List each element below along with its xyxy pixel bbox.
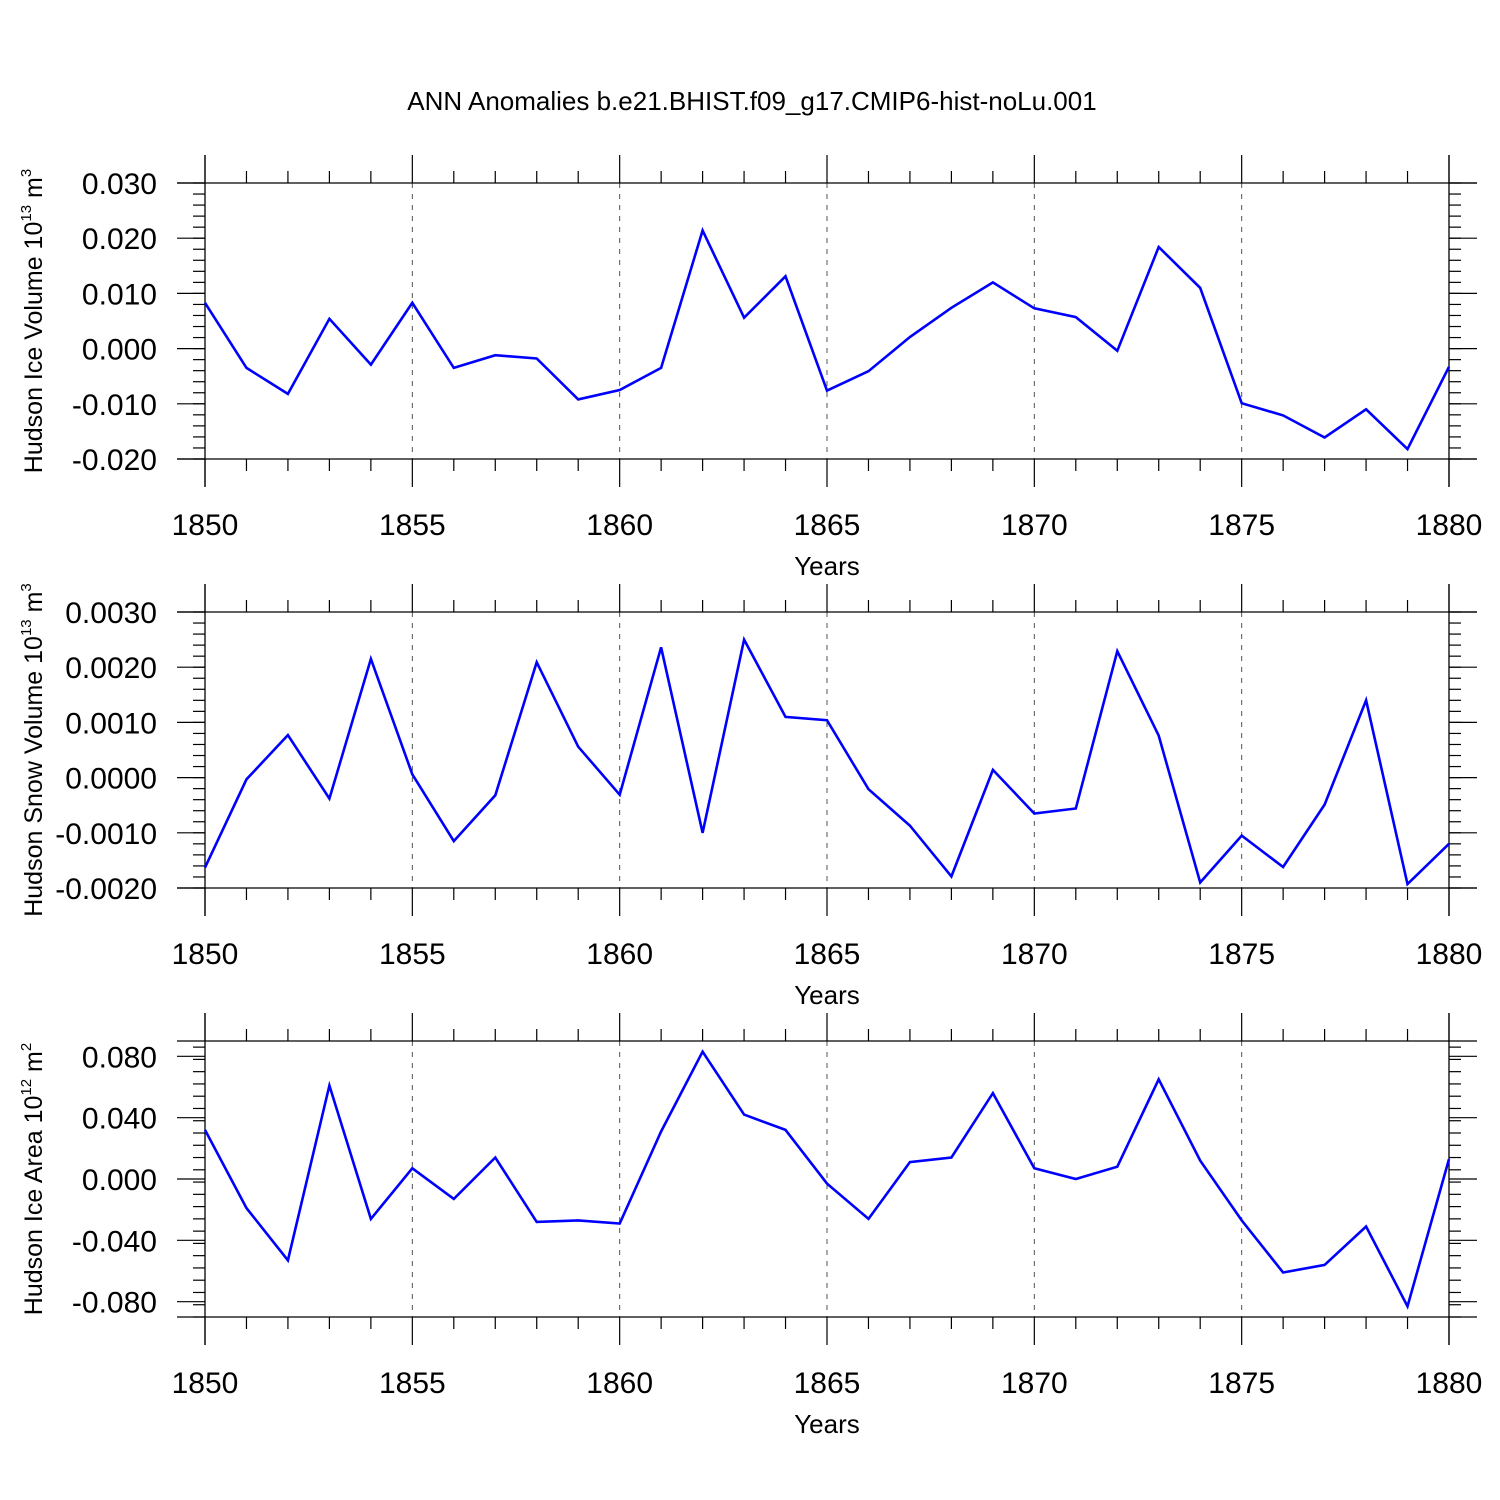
y-tick-label: 0.0000 (65, 763, 157, 796)
x-tick-label: 1860 (586, 509, 653, 542)
x-axis-label: Years (794, 980, 860, 1010)
x-tick-label: 1855 (379, 509, 446, 542)
panel-3: -0.080 -0.040 0.000 0.040 0.080 1850 1855 1860 1… (18, 1013, 1482, 1439)
x-tick-label: 1865 (794, 1367, 861, 1400)
y-tick-label: 0.000 (82, 334, 157, 367)
x-tick-label: 1875 (1208, 509, 1275, 542)
y-axis-label: Hudson Snow Volume 1013 m3 (18, 583, 48, 917)
x-tick-label: 1865 (794, 938, 861, 971)
x-tick-label: 1855 (379, 938, 446, 971)
y-tick-label: -0.0020 (55, 873, 157, 906)
x-tick-label: 1850 (172, 509, 239, 542)
x-tick-label: 1865 (794, 509, 861, 542)
x-tick-label: 1855 (379, 1367, 446, 1400)
y-tick-label: 0.0030 (65, 597, 157, 630)
x-tick-label: 1850 (172, 1367, 239, 1400)
y-axis-label: Hudson Ice Area 1012 m2 (18, 1043, 48, 1315)
y-axis-label: Hudson Ice Volume 1013 m3 (18, 169, 48, 473)
y-tick-label: 0.0020 (65, 652, 157, 685)
x-tick-label: 1870 (1001, 938, 1068, 971)
y-tick-label: 0.010 (82, 278, 157, 311)
x-tick-label: 1850 (172, 938, 239, 971)
y-tick-label: 0.000 (82, 1164, 157, 1197)
y-tick-label: 0.030 (82, 168, 157, 201)
y-tick-label: -0.010 (72, 389, 157, 422)
chart-title: ANN Anomalies b.e21.BHIST.f09_g17.CMIP6-… (407, 86, 1096, 116)
x-axis-label: Years (794, 1409, 860, 1439)
x-tick-label: 1880 (1416, 509, 1483, 542)
y-tick-label: -0.080 (72, 1287, 157, 1320)
x-tick-label: 1880 (1416, 1367, 1483, 1400)
y-tick-label: -0.020 (72, 444, 157, 477)
series-line (203, 226, 1451, 452)
panel-1: -0.020 -0.010 0.000 0.010 0.020 0.030 1850 1855… (18, 155, 1482, 581)
y-tick-label: 0.040 (82, 1103, 157, 1136)
y-tick-label: 0.020 (82, 223, 157, 256)
panel-2: -0.0020 -0.0010 0.0000 0.0010 0.0020 0.0030 18… (18, 583, 1482, 1010)
x-tick-label: 1880 (1416, 938, 1483, 971)
x-tick-label: 1875 (1208, 1367, 1275, 1400)
x-tick-label: 1875 (1208, 938, 1275, 971)
y-tick-label: -0.040 (72, 1225, 157, 1258)
x-tick-label: 1870 (1001, 509, 1068, 542)
x-tick-label: 1860 (586, 1367, 653, 1400)
x-tick-label: 1860 (586, 938, 653, 971)
y-tick-label: 0.0010 (65, 707, 157, 740)
x-axis-label: Years (794, 551, 860, 581)
y-tick-label: 0.080 (82, 1041, 157, 1074)
y-tick-label: -0.0010 (55, 818, 157, 851)
x-tick-label: 1870 (1001, 1367, 1068, 1400)
